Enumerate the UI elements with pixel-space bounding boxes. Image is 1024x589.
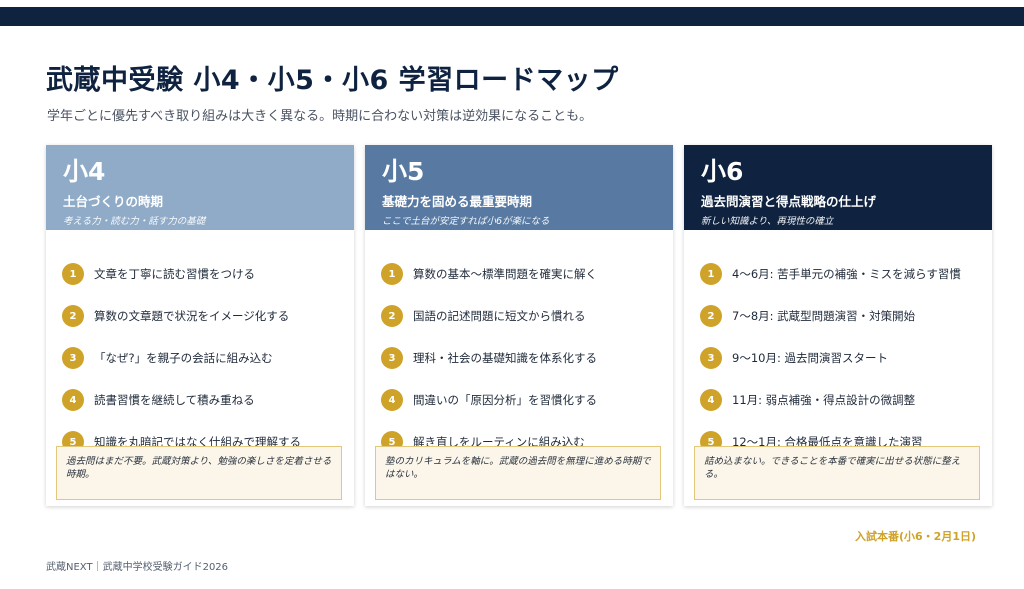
task-text: 9〜10月: 過去問演習スタート <box>732 351 888 365</box>
grade6-card-header: 小6 過去問演習と得点戦略の仕上げ 新しい知識より、再現性の確立 <box>684 145 992 230</box>
task-text: 知識を丸暗記ではなく仕組みで理解する <box>94 435 301 449</box>
grade5-label: 小5 <box>382 157 425 186</box>
step-number-badge: 3 <box>62 347 84 369</box>
step-number-badge: 2 <box>381 305 403 327</box>
task-text: 12〜1月: 合格最低点を意識した演習 <box>732 435 923 449</box>
step-number-badge: 3 <box>381 347 403 369</box>
page-subtitle: 学年ごとに優先すべき取り組みは大きく異なる。時期に合わない対策は逆効果になること… <box>47 109 593 124</box>
list-item: 4 読書習慣を継続して積み重ねる <box>62 379 354 421</box>
list-item: 3 理科・社会の基礎知識を体系化する <box>381 337 673 379</box>
list-item: 4 11月: 弱点補強・得点設計の微調整 <box>700 379 992 421</box>
footer-credit: 武蔵NEXT｜武蔵中学校受験ガイド2026 <box>46 562 229 573</box>
grade5-tagline: ここで土台が安定すれば小6が楽になる <box>382 216 550 227</box>
grade4-task-list: 1 文章を丁寧に読む習慣をつける 2 算数の文章題で状況をイメージ化する 3 「なぜ?… <box>46 230 354 463</box>
grade5-note: 塾のカリキュラムを軸に。武蔵の過去問を無理に進める時期ではない。 <box>375 446 661 500</box>
step-number-badge: 1 <box>700 263 722 285</box>
grade6-card: 小6 過去問演習と得点戦略の仕上げ 新しい知識より、再現性の確立 1 4〜6月: … <box>684 145 992 506</box>
grade4-tagline: 考える力・読む力・話す力の基礎 <box>63 216 206 227</box>
grade6-note: 詰め込まない。できることを本番で確実に出せる状態に整える。 <box>694 446 980 500</box>
grade6-tagline: 新しい知識より、再現性の確立 <box>701 216 834 227</box>
step-number-badge: 1 <box>62 263 84 285</box>
page-title: 武蔵中受験 小4・小5・小6 学習ロードマップ <box>46 65 619 96</box>
task-text: 読書習慣を継続して積み重ねる <box>94 393 255 407</box>
grade4-phase: 土台づくりの時期 <box>63 194 164 209</box>
step-number-badge: 2 <box>700 305 722 327</box>
task-text: 理科・社会の基礎知識を体系化する <box>413 351 597 365</box>
list-item: 3 9〜10月: 過去問演習スタート <box>700 337 992 379</box>
step-number-badge: 4 <box>62 389 84 411</box>
task-text: 解き直しをルーティンに組み込む <box>413 435 585 449</box>
task-text: 国語の記述問題に短文から慣れる <box>413 309 586 323</box>
task-text: 算数の基本〜標準問題を確実に解く <box>413 267 597 281</box>
task-text: 文章を丁寧に読む習慣をつける <box>94 267 255 281</box>
task-text: 算数の文章題で状況をイメージ化する <box>94 309 290 323</box>
list-item: 3 「なぜ?」を親子の会話に組み込む <box>62 337 354 379</box>
list-item: 2 7〜8月: 武蔵型問題演習・対策開始 <box>700 295 992 337</box>
grade5-task-list: 1 算数の基本〜標準問題を確実に解く 2 国語の記述問題に短文から慣れる 3 理科・社… <box>365 230 673 463</box>
list-item: 4 間違いの「原因分析」を習慣化する <box>381 379 673 421</box>
grade5-card: 小5 基礎力を固める最重要時期 ここで土台が安定すれば小6が楽になる 1 算数の基… <box>365 145 673 506</box>
step-number-badge: 4 <box>700 389 722 411</box>
grade6-label: 小6 <box>701 157 744 186</box>
grade5-card-header: 小5 基礎力を固める最重要時期 ここで土台が安定すれば小6が楽になる <box>365 145 673 230</box>
top-banner-bar <box>0 7 1024 26</box>
grade6-phase: 過去問演習と得点戦略の仕上げ <box>701 194 877 209</box>
grade4-card: 小4 土台づくりの時期 考える力・読む力・話す力の基礎 1 文章を丁寧に読む習慣を… <box>46 145 354 506</box>
task-text: 「なぜ?」を親子の会話に組み込む <box>94 351 273 365</box>
grade6-task-list: 1 4〜6月: 苦手単元の補強・ミスを減らす習慣 2 7〜8月: 武蔵型問題演習・対… <box>684 230 992 463</box>
grade4-label: 小4 <box>63 157 106 186</box>
list-item: 2 算数の文章題で状況をイメージ化する <box>62 295 354 337</box>
step-number-badge: 4 <box>381 389 403 411</box>
grade4-note: 過去問はまだ不要。武蔵対策より、勉強の楽しさを定着させる時期。 <box>56 446 342 500</box>
list-item: 1 算数の基本〜標準問題を確実に解く <box>381 253 673 295</box>
list-item: 2 国語の記述問題に短文から慣れる <box>381 295 673 337</box>
task-text: 7〜8月: 武蔵型問題演習・対策開始 <box>732 309 916 323</box>
task-text: 間違いの「原因分析」を習慣化する <box>413 393 597 407</box>
exam-date-label: 入試本番(小6・2月1日) <box>854 530 976 543</box>
step-number-badge: 3 <box>700 347 722 369</box>
grade4-card-header: 小4 土台づくりの時期 考える力・読む力・話す力の基礎 <box>46 145 354 230</box>
list-item: 1 文章を丁寧に読む習慣をつける <box>62 253 354 295</box>
step-number-badge: 2 <box>62 305 84 327</box>
grade5-phase: 基礎力を固める最重要時期 <box>382 194 533 209</box>
task-text: 11月: 弱点補強・得点設計の微調整 <box>732 393 916 407</box>
task-text: 4〜6月: 苦手単元の補強・ミスを減らす習慣 <box>732 267 961 281</box>
step-number-badge: 1 <box>381 263 403 285</box>
list-item: 1 4〜6月: 苦手単元の補強・ミスを減らす習慣 <box>700 253 992 295</box>
